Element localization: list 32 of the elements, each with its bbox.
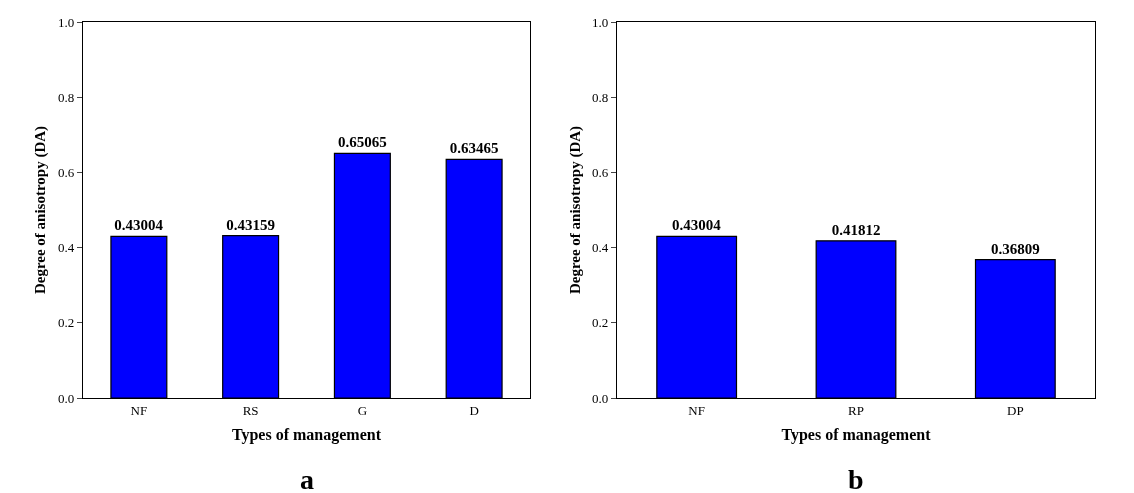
x-axis-title: Types of management xyxy=(231,426,382,445)
x-tick-label: NF xyxy=(688,402,705,418)
x-tick-label: D xyxy=(469,402,479,418)
data-label: 0.63465 xyxy=(449,140,499,157)
data-label: 0.36809 xyxy=(990,240,1040,257)
y-tick-label: 0.0 xyxy=(57,390,75,406)
x-tick-label: RS xyxy=(242,402,259,418)
x-tick-label: DP xyxy=(1007,402,1024,418)
text: a xyxy=(300,464,314,493)
x-tick-label: RP xyxy=(848,402,864,418)
x-axis-title: Types of management xyxy=(781,426,932,445)
y-tick-label: 1.0 xyxy=(57,14,75,30)
y-axis-title: Degree of anisotropy (DA) xyxy=(567,125,584,295)
y-tick-label: 0.8 xyxy=(591,89,609,105)
y-tick-label: 0.6 xyxy=(57,164,75,180)
data-label: 0.65065 xyxy=(338,134,387,151)
y-tick-label: 0.6 xyxy=(591,164,609,180)
data-label: 0.43004 xyxy=(114,217,164,234)
y-axis-title: Degree of anisotropy (DA) xyxy=(32,125,50,295)
data-label: 0.43004 xyxy=(672,217,722,234)
x-tick-label: NF xyxy=(130,402,148,418)
y-tick-label: 0.2 xyxy=(57,315,75,331)
y-tick-label: 0.4 xyxy=(591,240,609,256)
data-label: 0.41812 xyxy=(831,221,881,238)
text: b xyxy=(848,464,864,493)
y-tick-label: 0.0 xyxy=(591,390,609,406)
data-label: 0.43159 xyxy=(226,216,275,233)
y-tick-label: 0.2 xyxy=(591,315,609,331)
x-tick-label: G xyxy=(357,402,368,418)
y-tick-label: 0.8 xyxy=(57,89,75,105)
y-tick-label: 1.0 xyxy=(591,14,609,30)
y-tick-label: 0.4 xyxy=(57,240,75,256)
